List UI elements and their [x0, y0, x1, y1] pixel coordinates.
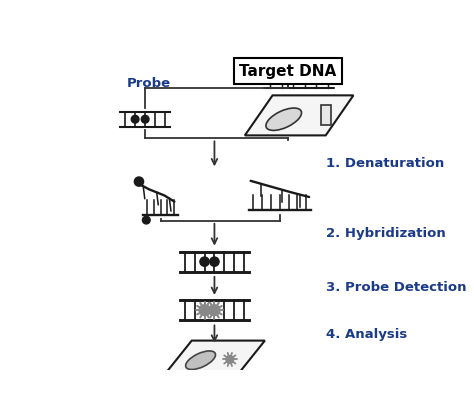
Polygon shape: [245, 95, 354, 135]
Text: Probe: Probe: [127, 77, 171, 90]
Text: 1. Denaturation: 1. Denaturation: [326, 157, 444, 171]
Circle shape: [226, 356, 234, 363]
Text: 4. Analysis: 4. Analysis: [326, 328, 407, 341]
Circle shape: [131, 115, 139, 123]
Circle shape: [210, 257, 219, 266]
Text: Target DNA: Target DNA: [239, 64, 336, 79]
Ellipse shape: [266, 108, 301, 130]
Circle shape: [209, 305, 220, 316]
Ellipse shape: [186, 351, 216, 369]
Text: 2. Hybridization: 2. Hybridization: [326, 227, 446, 240]
Circle shape: [199, 305, 210, 316]
Circle shape: [200, 257, 209, 266]
Text: 3. Probe Detection: 3. Probe Detection: [326, 280, 466, 294]
Polygon shape: [321, 104, 331, 125]
Circle shape: [143, 216, 150, 224]
Circle shape: [134, 177, 144, 186]
Polygon shape: [164, 341, 265, 375]
Circle shape: [141, 115, 149, 123]
